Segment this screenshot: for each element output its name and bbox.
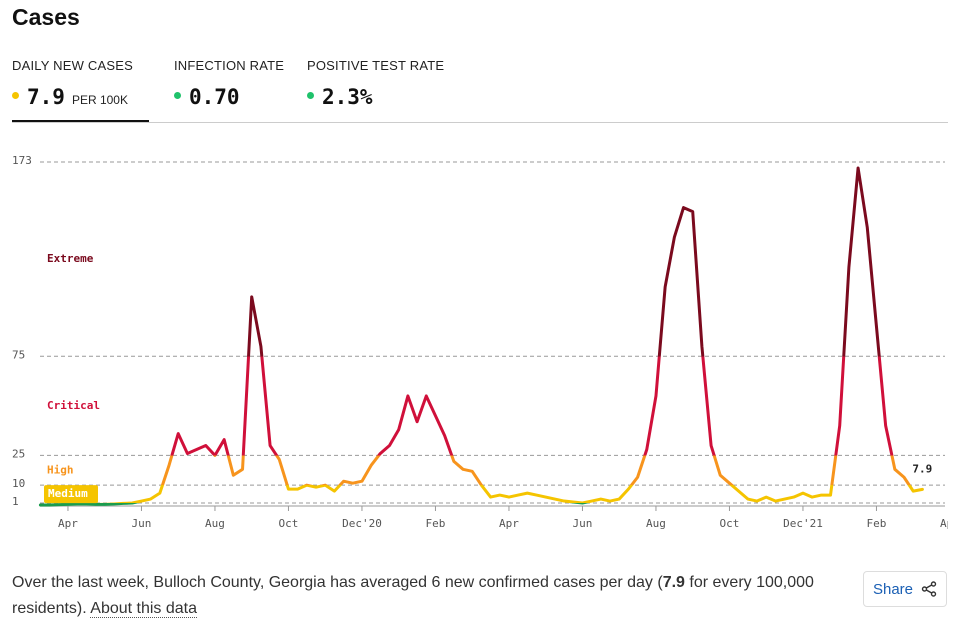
x-tick-label: Oct: [720, 517, 740, 530]
x-tick-label: Aug: [205, 517, 225, 530]
tab-value-row: 2.3%: [307, 85, 457, 109]
about-link[interactable]: About this data: [90, 600, 198, 618]
chart: Apr Jun Aug Oct Dec'20 Feb Apr Jun Aug Oct Dec'21 F…: [12, 154, 960, 530]
x-tick-label: Feb: [867, 517, 887, 530]
y-tick-label: 1: [12, 495, 19, 508]
x-tick-label: Oct: [279, 517, 299, 530]
tab-label: INFECTION RATE: [174, 58, 285, 73]
tab-value-row: 7.9 PER 100K: [12, 85, 149, 109]
tab-value: 7.9: [27, 85, 65, 109]
tab-unit: PER 100K: [71, 93, 128, 107]
zone-label: Extreme: [47, 252, 94, 265]
tab-value: 2.3%: [322, 85, 373, 109]
tab-label: POSITIVE TEST RATE: [307, 58, 445, 73]
zone-label: Medium: [48, 487, 88, 500]
summary-part: for every 100,000 residents).: [12, 574, 814, 617]
tab-value-row: 0.70: [174, 85, 294, 109]
summary-value: 7.9: [662, 574, 685, 591]
zone-label-box: [44, 485, 98, 504]
x-tick-label: Dec'21: [783, 517, 823, 530]
status-dot: [12, 92, 19, 99]
y-tick-label: 25: [12, 447, 25, 460]
x-tick-label: Jun: [573, 517, 593, 530]
tab[interactable]: POSITIVE TEST RATE 2.3%: [307, 58, 457, 121]
zone-label: Critical: [47, 399, 100, 412]
x-tick-label: Feb: [426, 517, 446, 530]
tab[interactable]: INFECTION RATE 0.70: [174, 58, 294, 121]
latest-value-label: 7.9: [912, 462, 932, 475]
x-tick-label: Apr: [940, 517, 960, 530]
tab-value: 0.70: [189, 85, 240, 109]
share-icon: [921, 581, 937, 597]
x-tick-label: Dec'20: [342, 517, 382, 530]
x-tick-label: Apr: [499, 517, 519, 530]
tab[interactable]: DAILY NEW CASES 7.9 PER 100K: [12, 58, 149, 122]
status-dot: [174, 92, 181, 99]
status-dot: [307, 92, 314, 99]
x-tick-label: Jun: [132, 517, 152, 530]
summary-part: Over the last week, Bulloch County, Geor…: [12, 574, 663, 591]
share-label: Share: [872, 580, 914, 598]
metric-tabs: DAILY NEW CASES 7.9 PER 100K INFECTION R…: [12, 58, 948, 123]
share-button[interactable]: Share: [863, 571, 947, 607]
tab-label: DAILY NEW CASES: [12, 58, 133, 73]
page-title: Cases: [12, 4, 80, 30]
y-tick-label: 10: [12, 477, 25, 490]
x-tick-label: Aug: [646, 517, 666, 530]
y-tick-label: 173: [12, 154, 32, 167]
zone-label: High: [47, 463, 74, 476]
summary-text: Over the last week, Bulloch County, Geor…: [12, 570, 832, 622]
plot-area: Apr Jun Aug Oct Dec'20 Feb Apr Jun Aug Oct Dec'21 F…: [38, 161, 960, 530]
case-line: [38, 166, 924, 507]
y-tick-label: 75: [12, 348, 25, 361]
x-tick-label: Apr: [58, 517, 78, 530]
